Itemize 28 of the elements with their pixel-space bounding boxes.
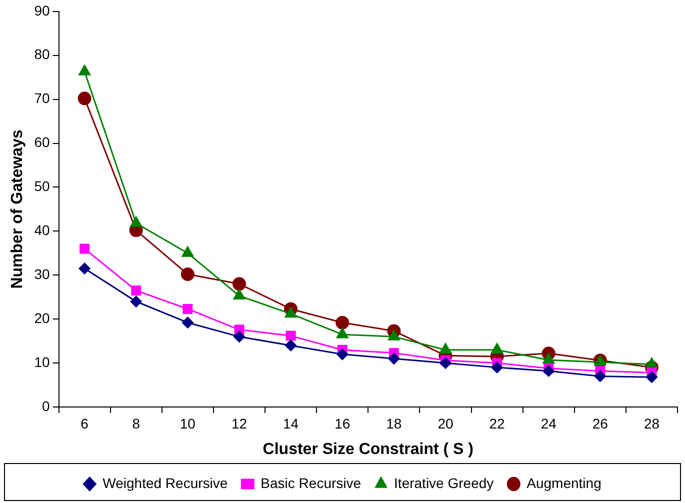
legend-label: Iterative Greedy (394, 474, 494, 491)
x-tick-label: 26 (592, 415, 608, 432)
x-axis-title: Cluster Size Constraint ( S ) (262, 440, 474, 458)
y-tick-label: 50 (34, 178, 50, 194)
y-tick-label: 0 (42, 398, 50, 414)
y-tick-label: 60 (34, 134, 50, 150)
y-axis-title: Number of Gateways (9, 130, 26, 289)
x-tick-label: 16 (334, 415, 350, 432)
legend-label: Basic Recursive (260, 474, 362, 491)
x-tick-label: 6 (80, 415, 89, 432)
legend-label: Weighted Recursive (102, 474, 228, 491)
x-tick-label: 28 (644, 415, 660, 432)
x-tick-label: 24 (540, 415, 557, 432)
y-tick-label: 70 (34, 90, 50, 106)
y-tick-label: 20 (34, 310, 50, 326)
x-tick-label: 14 (283, 415, 299, 432)
x-tick-label: 20 (438, 415, 454, 432)
y-tick-label: 40 (34, 222, 50, 238)
y-tick-label: 30 (34, 266, 50, 282)
y-tick-label: 90 (34, 2, 50, 18)
x-tick-label: 18 (386, 415, 402, 432)
x-tick-label: 22 (489, 415, 506, 432)
x-tick-label: 8 (132, 415, 140, 432)
y-tick-label: 10 (34, 354, 50, 370)
x-tick-label: 10 (180, 415, 196, 432)
legend-label: Augmenting (526, 474, 602, 491)
x-tick-label: 12 (231, 415, 248, 432)
y-tick-label: 80 (34, 46, 50, 62)
